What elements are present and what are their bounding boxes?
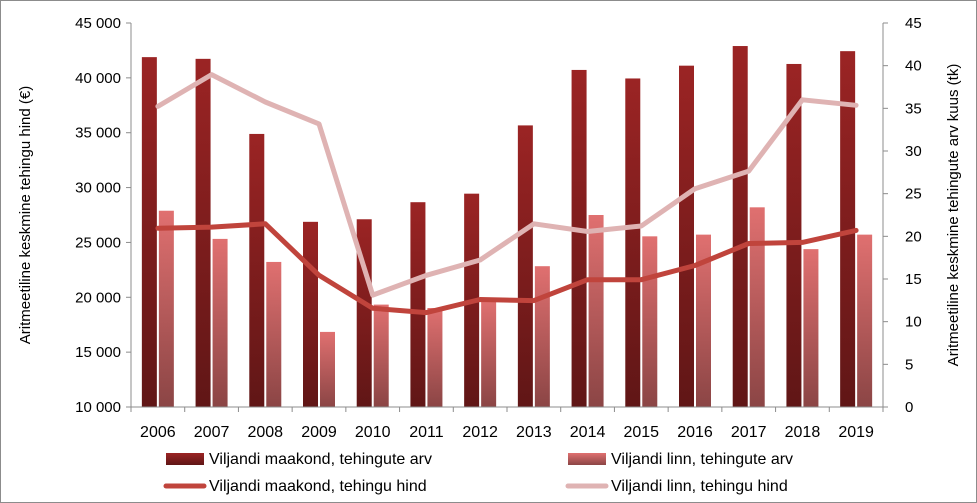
- left-tick-label: 10 000: [75, 399, 121, 416]
- bar-maakond-count-2019: [840, 51, 856, 407]
- bar-linn-count-2017: [749, 207, 765, 407]
- bar-maakond-count-2011: [410, 202, 426, 407]
- bar-linn-count-2007: [212, 238, 228, 407]
- right-tick-label: 45: [905, 15, 922, 32]
- lines-layer: [155, 72, 859, 316]
- line-maakond-price: [155, 221, 859, 316]
- right-tick-label: 25: [905, 186, 922, 203]
- bar-maakond-count-2006: [141, 57, 157, 408]
- x-tick-label: 2006: [140, 424, 176, 441]
- left-tick-label: 40 000: [75, 70, 121, 87]
- bar-maakond-count-2008: [249, 133, 265, 407]
- bar-maakond-count-2009: [303, 221, 318, 407]
- left-axis-title: Aritmeetiline keskmine tehingu hind (€): [17, 86, 34, 344]
- legend-layer: Viljandi maakond, tehingute arv Viljandi …: [163, 451, 793, 495]
- line-linn-price: [155, 72, 859, 298]
- bar-linn-count-2008: [266, 261, 282, 407]
- legend-item-2: Viljandi maakond, tehingu hind: [163, 478, 427, 495]
- bar-linn-count-2015: [642, 236, 658, 407]
- right-tick-label: 40: [905, 58, 922, 75]
- right-tick-label: 35: [905, 100, 922, 117]
- x-tick-label: 2017: [731, 424, 767, 441]
- left-tick-label: 35 000: [75, 125, 121, 142]
- legend-swatch-bar: [568, 453, 606, 465]
- x-tick-label: 2019: [838, 424, 874, 441]
- x-tick-label: 2011: [409, 424, 444, 441]
- left-tick-label: 15 000: [75, 344, 121, 361]
- left-tick-label: 25 000: [75, 234, 121, 251]
- legend-item-0: Viljandi maakond, tehingute arv: [166, 451, 432, 468]
- bar-maakond-count-2014: [571, 69, 587, 407]
- legend-item-1: Viljandi linn, tehingute arv: [568, 451, 793, 468]
- x-tick-label: 2014: [570, 424, 606, 441]
- legend-item-3: Viljandi linn, tehingu hind: [565, 478, 788, 495]
- bar-maakond-count-2007: [195, 58, 211, 408]
- bar-linn-count-2013: [534, 266, 550, 407]
- legend-label: Viljandi linn, tehingu hind: [611, 478, 788, 495]
- x-tick-label: 2015: [623, 424, 659, 441]
- bar-linn-count-2010: [373, 304, 389, 407]
- bar-maakond-count-2018: [786, 63, 802, 408]
- bar-linn-count-2009: [320, 331, 335, 407]
- right-tick-label: 5: [905, 356, 913, 373]
- x-tick-label: 2010: [355, 424, 391, 441]
- legend-swatch-bar: [166, 453, 204, 465]
- right-axis-title: Aritmeetiline keskmine tehingute arv kuu…: [945, 64, 962, 367]
- bar-linn-count-2014: [588, 215, 604, 407]
- right-tick-label: 20: [905, 228, 922, 245]
- bar-maakond-count-2016: [679, 65, 694, 408]
- right-tick-label: 0: [905, 399, 913, 416]
- bar-linn-count-2019: [857, 234, 873, 407]
- right-tick-label: 30: [905, 143, 922, 160]
- legend-label: Viljandi maakond, tehingute arv: [209, 451, 432, 468]
- x-tick-label: 2018: [785, 424, 821, 441]
- x-tick-label: 2012: [462, 424, 498, 441]
- left-tick-label: 20 000: [75, 289, 121, 306]
- bar-maakond-count-2017: [732, 46, 748, 407]
- legend-label: Viljandi maakond, tehingu hind: [209, 478, 427, 495]
- bar-linn-count-2016: [696, 234, 711, 407]
- right-tick-label: 15: [905, 271, 922, 288]
- axes-layer: 10 000 15 000 20 000 25 000 30 000 35 000 40 0…: [17, 15, 962, 441]
- bar-maakond-count-2015: [625, 78, 641, 407]
- bar-maakond-count-2010: [356, 219, 372, 407]
- x-tick-label: 2009: [301, 424, 337, 441]
- left-tick-label: 45 000: [75, 15, 121, 32]
- bar-linn-count-2012: [481, 300, 497, 407]
- right-tick-label: 10: [905, 314, 922, 331]
- bar-linn-count-2006: [158, 210, 174, 407]
- bar-maakond-count-2013: [517, 125, 533, 408]
- bar-linn-count-2018: [803, 249, 819, 407]
- legend-label: Viljandi linn, tehingute arv: [611, 451, 793, 468]
- bar-linn-count-2011: [427, 308, 443, 407]
- x-tick-label: 2007: [194, 424, 230, 441]
- x-tick-label: 2008: [247, 424, 283, 441]
- x-tick-label: 2016: [677, 424, 713, 441]
- left-tick-label: 30 000: [75, 180, 121, 197]
- x-tick-label: 2013: [516, 424, 552, 441]
